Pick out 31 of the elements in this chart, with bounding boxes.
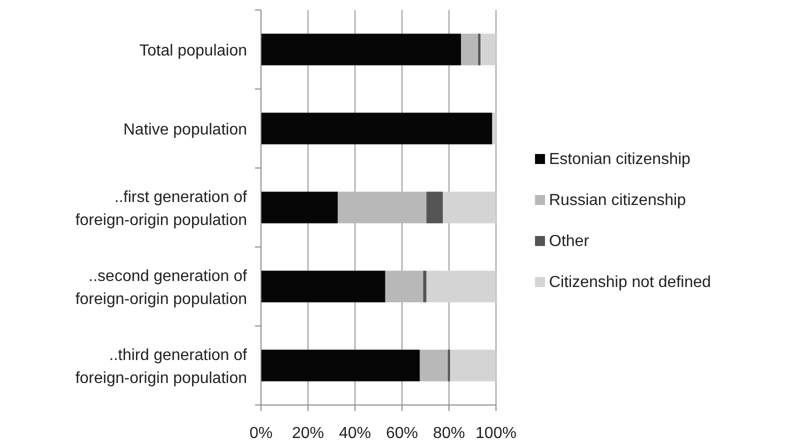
bar: [338, 192, 426, 224]
x-tick-label: 80%: [432, 425, 466, 442]
y-tick-label: ..second generation of foreign-origin population: [75, 268, 248, 308]
x-tick-label: 20%: [292, 425, 324, 442]
bar: [261, 270, 386, 302]
legend-label: Other: [549, 233, 590, 250]
bar: [261, 192, 338, 224]
y-tick-label: ..first generation of foreign-origin population: [75, 189, 248, 229]
bar: [442, 192, 496, 224]
bar: [423, 270, 426, 302]
bar: [492, 112, 496, 144]
bar: [261, 34, 461, 66]
bar: [420, 350, 448, 382]
bar: [261, 350, 420, 382]
bar: [450, 350, 496, 382]
bar: [261, 112, 492, 144]
y-tick-label: Native population: [123, 122, 247, 138]
bar: [480, 34, 496, 66]
x-tick-label: 60%: [386, 425, 418, 442]
x-tick-label: 100%: [476, 425, 516, 442]
legend-label: Citizenship not defined: [549, 274, 711, 291]
y-tick-label: Total populaion: [139, 42, 247, 60]
legend-label: Estonian citizenship: [549, 151, 691, 168]
bar: [385, 270, 424, 302]
legend-label: Russian citizenship: [549, 192, 686, 209]
bar: [426, 192, 443, 224]
y-tick-label: ..third generation of foreign-origin population: [75, 347, 248, 387]
x-tick-label: 0%: [249, 425, 273, 442]
x-tick-label: 40%: [338, 425, 372, 442]
bar: [460, 34, 478, 66]
bar: [426, 270, 496, 302]
